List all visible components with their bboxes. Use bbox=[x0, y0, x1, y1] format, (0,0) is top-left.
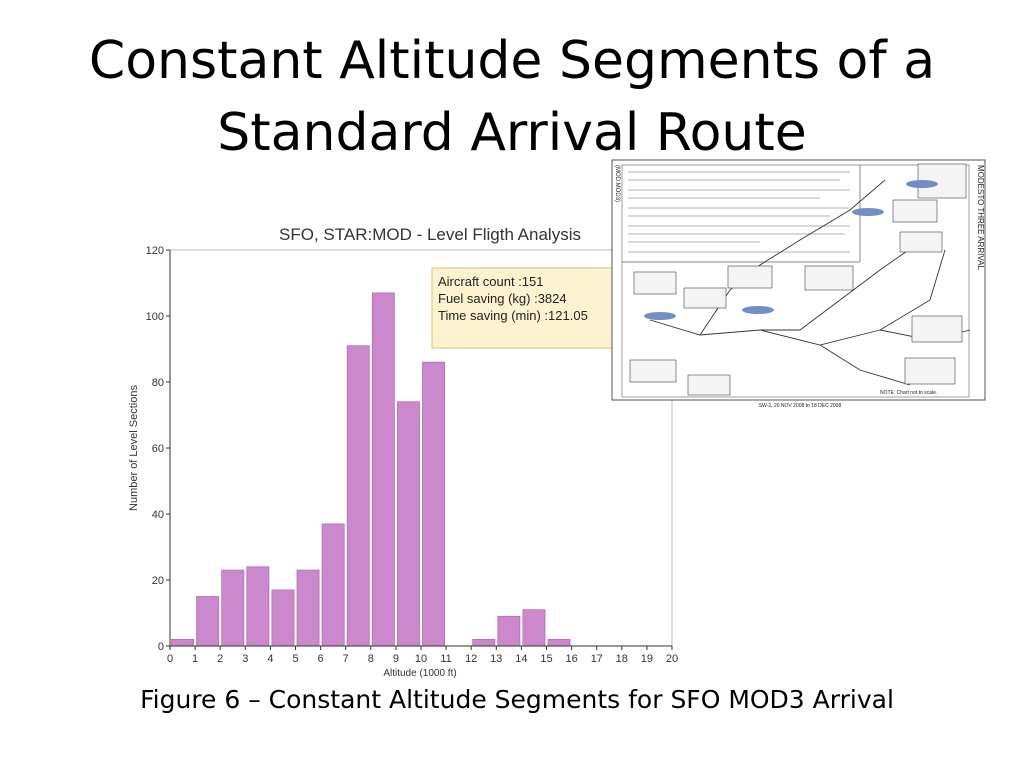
x-tick-label: 17 bbox=[591, 653, 603, 665]
x-tick-label: 6 bbox=[318, 653, 324, 665]
bar bbox=[346, 345, 370, 647]
slide-title-line: Standard Arrival Route bbox=[217, 103, 807, 163]
x-tick-label: 15 bbox=[540, 653, 552, 665]
x-tick-label: 0 bbox=[167, 653, 173, 665]
inset-side-title: MODESTO THREE ARRIVAL bbox=[976, 165, 985, 270]
annotation: Time saving (min) :121.05 bbox=[438, 308, 588, 323]
annotation: Aircraft count :151 bbox=[438, 274, 544, 289]
x-tick-label: 7 bbox=[343, 653, 349, 665]
x-tick-label: 9 bbox=[393, 653, 399, 665]
x-tick-label: 4 bbox=[267, 653, 273, 665]
y-tick-label: 20 bbox=[152, 575, 164, 587]
bar bbox=[196, 596, 220, 647]
bar bbox=[321, 523, 345, 647]
bar bbox=[296, 569, 320, 647]
y-tick-label: 0 bbox=[158, 641, 164, 653]
x-tick-label: 5 bbox=[292, 653, 298, 665]
x-tick-label: 14 bbox=[515, 653, 527, 665]
y-axis-label: Number of Level Sections bbox=[128, 385, 140, 511]
annotation-box bbox=[431, 267, 623, 349]
x-tick-label: 19 bbox=[641, 653, 653, 665]
bar bbox=[371, 292, 395, 647]
bar bbox=[246, 566, 270, 647]
bar bbox=[271, 589, 295, 647]
inset-footer: SW-2, 20 NOV 2008 to 18 DEC 2008 bbox=[759, 403, 842, 409]
x-tick-label: 20 bbox=[666, 653, 678, 665]
chart-title: SFO, STAR:MOD - Level Fligth Analysis bbox=[279, 225, 581, 244]
arrival-chart-image: MODESTO THREE ARRIVAL (MOD.MOD3) NOTE: C… bbox=[611, 159, 986, 409]
bar bbox=[422, 361, 446, 647]
text-lines bbox=[628, 171, 850, 253]
x-tick-label: 16 bbox=[565, 653, 577, 665]
x-tick-label: 8 bbox=[368, 653, 374, 665]
bar bbox=[472, 639, 496, 647]
y-tick-label: 40 bbox=[152, 509, 164, 521]
x-tick-label: 3 bbox=[242, 653, 248, 665]
x-tick-label: 11 bbox=[440, 653, 451, 665]
annotation: Fuel saving (kg) :3824 bbox=[438, 291, 567, 306]
caption: Figure 6 – Constant Altitude Segments fo… bbox=[140, 685, 894, 714]
x-tick-label: 12 bbox=[465, 653, 477, 665]
x-tick-label: 1 bbox=[192, 653, 198, 665]
inset-border bbox=[621, 164, 970, 398]
bar bbox=[497, 615, 521, 647]
bar bbox=[171, 639, 195, 647]
bar bbox=[221, 569, 245, 647]
x-tick-label: 2 bbox=[217, 653, 223, 665]
inset-side-code: (MOD.MOD3) bbox=[614, 165, 620, 202]
x-axis-label: Altitude (1000 ft) bbox=[383, 668, 456, 679]
bar bbox=[547, 639, 571, 647]
bar bbox=[396, 401, 420, 647]
y-tick-label: 60 bbox=[152, 443, 164, 455]
info-boxes bbox=[629, 163, 967, 396]
x-tick-label: 10 bbox=[415, 653, 427, 665]
aircraft bbox=[644, 180, 938, 320]
slide-title-line: Constant Altitude Segments of a bbox=[89, 31, 935, 91]
x-tick-label: 18 bbox=[616, 653, 628, 665]
histogram: SFO, STAR:MOD - Level Fligth Analysis Al… bbox=[128, 225, 678, 679]
y-tick-label: 120 bbox=[146, 245, 164, 257]
y-tick-label: 100 bbox=[146, 311, 164, 323]
inset-note: NOTE: Chart not to scale. bbox=[880, 390, 937, 396]
y-tick-label: 80 bbox=[152, 377, 164, 389]
bar bbox=[522, 609, 546, 647]
x-tick-label: 13 bbox=[490, 653, 502, 665]
